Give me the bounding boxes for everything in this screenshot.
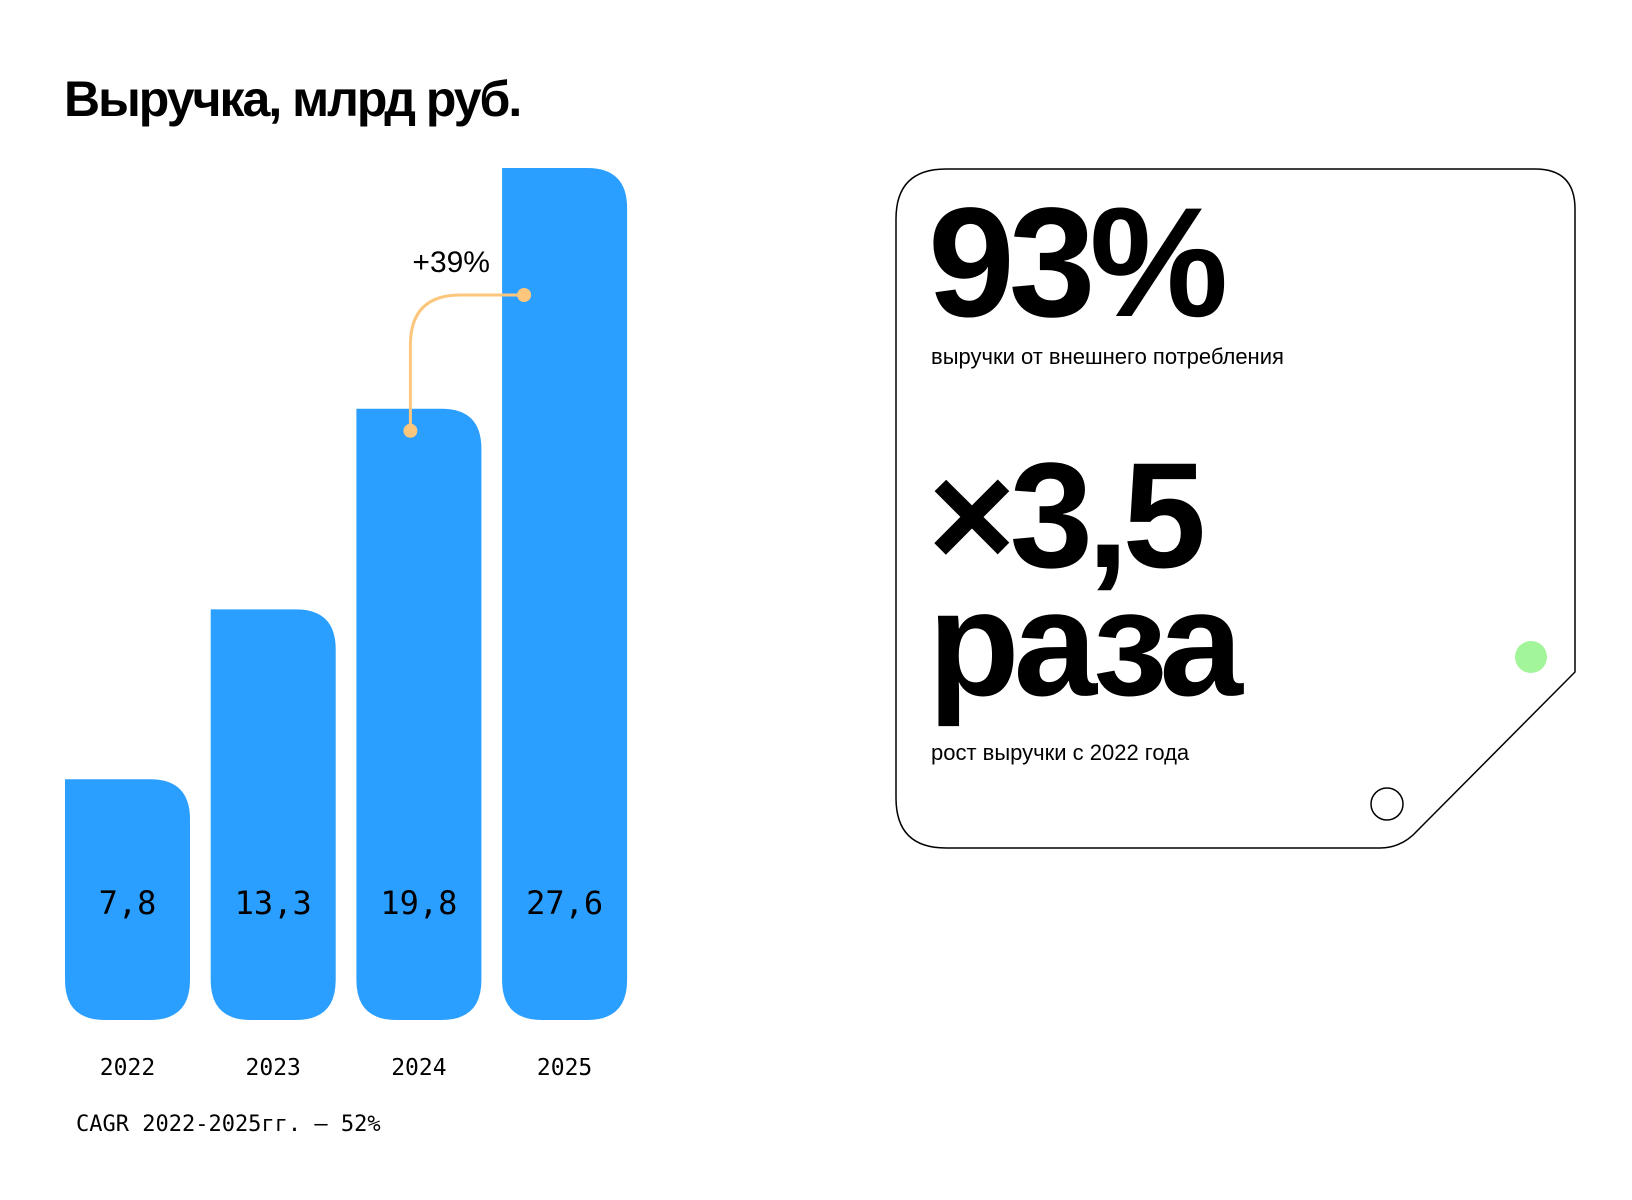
green-dot-icon	[1515, 641, 1547, 673]
bar-2024	[356, 408, 482, 1021]
stat-growth-unit: раза	[928, 559, 1243, 727]
hole-circle-icon	[1370, 787, 1404, 821]
bar-value-label: 19,8	[380, 884, 457, 922]
stat-growth-caption: рост выручки с 2022 года	[931, 740, 1190, 765]
x-tick-label: 2023	[246, 1055, 301, 1081]
bar-2023	[210, 609, 336, 1020]
cagr-footnote: CAGR 2022-2025гг. — 52%	[76, 1112, 381, 1137]
stat-share-value: 93%	[928, 176, 1228, 350]
growth-connector	[408, 293, 525, 431]
bar-value-label: 13,3	[235, 884, 312, 922]
stat-share-caption: выручки от внешнего потребления	[931, 344, 1284, 369]
x-tick-label: 2022	[100, 1055, 155, 1081]
connector-start-dot	[403, 423, 418, 438]
bar-2022	[65, 779, 190, 1020]
stat-growth-value: ×3,5	[928, 431, 1206, 599]
bar-value-label: 7,8	[99, 884, 157, 922]
chart-title: Выручка, млрд руб.	[64, 71, 522, 127]
x-tick-label: 2025	[537, 1055, 592, 1081]
x-tick-label: 2024	[391, 1055, 446, 1081]
card-outline	[895, 168, 1576, 849]
connector-end-dot	[517, 288, 532, 302]
growth-annotation: +39%	[412, 246, 490, 279]
bar-2025	[502, 168, 628, 1020]
bar-value-label: 27,6	[526, 884, 603, 922]
